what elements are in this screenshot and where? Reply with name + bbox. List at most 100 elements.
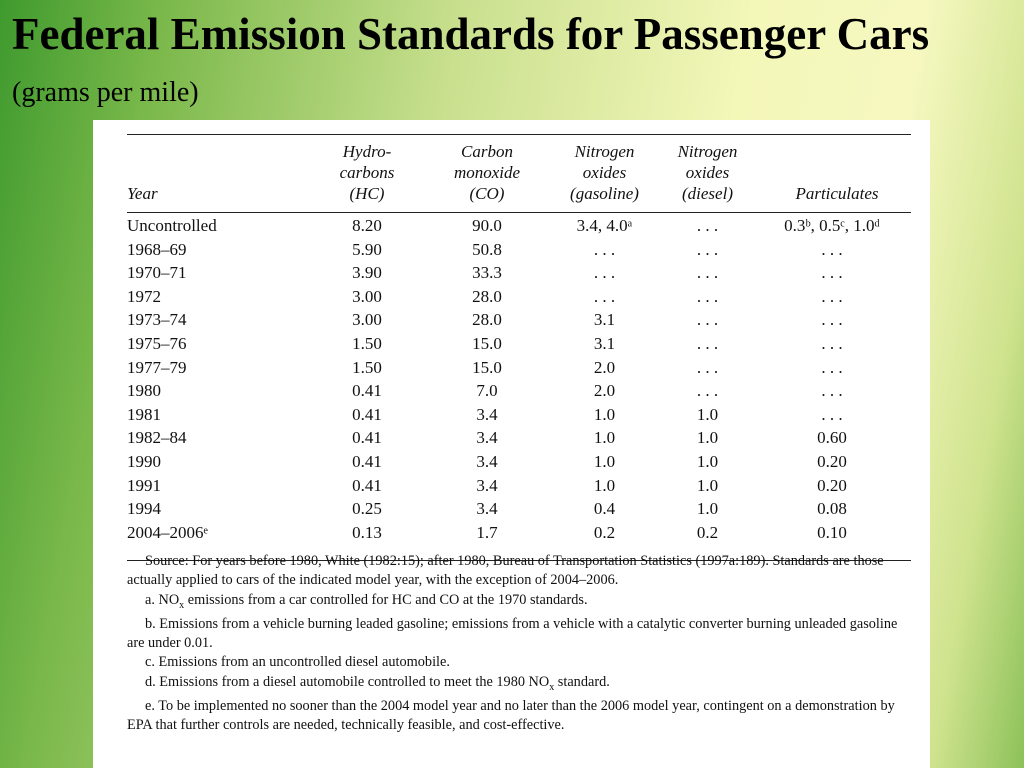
cell-nox-gasoline: 3.4, 4.0ᵃ (576, 216, 633, 235)
cell-year: 1973–74 (127, 310, 187, 330)
header-hc-line3: (HC) (349, 184, 385, 203)
table-row: 1977–79 1.50 15.0 2.0 . . . . . . (127, 356, 911, 380)
header-noxd-line2: oxides (685, 163, 730, 182)
cell-co: 90.0 (472, 216, 502, 235)
cell-particulates: . . . (821, 286, 843, 306)
cell-hc: 8.20 (352, 216, 382, 235)
cell-hc: 0.13 (352, 522, 382, 542)
cell-nox-gasoline: . . . (593, 286, 616, 306)
cell-hc: 3.00 (352, 310, 382, 330)
table-row: Uncontrolled 8.20 90.0 3.4, 4.0ᵃ . . . 0.3ᵇ, … (127, 214, 911, 238)
cell-particulates: . . . (821, 263, 843, 283)
cell-hc: 0.41 (352, 404, 382, 424)
cell-nox-diesel: . . . (696, 263, 719, 283)
cell-year: 1991 (127, 475, 161, 495)
table-notes: Source: For years before 1980, White (19… (127, 552, 913, 735)
table-header-rule (127, 212, 911, 213)
cell-nox-diesel: . . . (696, 239, 719, 259)
header-hc: Hydro- carbons (HC) (327, 141, 407, 204)
cell-co: 28.0 (472, 286, 502, 306)
cell-co: 3.4 (476, 475, 498, 495)
header-co-line1: Carbon (461, 142, 513, 161)
cell-particulates: 0.10 (817, 522, 847, 542)
header-noxg-line2: oxides (582, 163, 627, 182)
cell-nox-diesel: 1.0 (696, 475, 719, 495)
cell-nox-diesel: 1.0 (696, 428, 719, 448)
cell-nox-gasoline: 1.0 (593, 428, 616, 448)
table-top-rule (127, 134, 911, 135)
cell-nox-gasoline: 1.0 (593, 451, 616, 471)
table-bottom-rule (127, 560, 911, 561)
cell-hc: 0.25 (352, 499, 382, 519)
title-text: Federal Emission Standards for Passenger… (12, 9, 930, 59)
header-nox-gasoline: Nitrogen oxides (gasoline) (547, 141, 662, 204)
cell-hc: 1.50 (352, 357, 382, 377)
table-row: 1982–84 0.41 3.4 1.0 1.0 0.60 (127, 426, 911, 450)
cell-year: 1981 (127, 404, 161, 424)
cell-hc: 5.90 (352, 239, 382, 259)
table-row: 1973–74 3.00 28.0 3.1 . . . . . . (127, 308, 911, 332)
cell-year: 1972 (127, 286, 161, 306)
note-c: c. Emissions from an uncontrolled diesel… (145, 654, 450, 671)
header-noxg-line3: (gasoline) (570, 184, 639, 203)
cell-nox-diesel: . . . (696, 333, 719, 353)
table-row: 1994 0.25 3.4 0.4 1.0 0.08 (127, 497, 911, 521)
header-nox-diesel: Nitrogen oxides (diesel) (660, 141, 755, 204)
cell-nox-diesel: 0.2 (696, 522, 719, 542)
cell-particulates: 0.60 (817, 428, 847, 448)
cell-year: 2004–2006ᵉ (127, 522, 208, 542)
cell-nox-gasoline: 3.1 (593, 333, 616, 353)
cell-particulates: 0.20 (817, 475, 847, 495)
cell-co: 3.4 (476, 404, 498, 424)
cell-year: Uncontrolled (127, 216, 217, 235)
cell-nox-diesel: . . . (696, 310, 719, 330)
cell-year: 1982–84 (127, 428, 187, 448)
cell-co: 33.3 (472, 263, 502, 283)
table-row: 1975–76 1.50 15.0 3.1 . . . . . . (127, 332, 911, 356)
cell-co: 3.4 (476, 428, 498, 448)
cell-nox-gasoline: 0.4 (593, 499, 616, 519)
table-row: 1991 0.41 3.4 1.0 1.0 0.20 (127, 474, 911, 498)
table-row: 1981 0.41 3.4 1.0 1.0 . . . (127, 403, 911, 427)
cell-hc: 3.00 (352, 286, 382, 306)
cell-co: 15.0 (472, 357, 502, 377)
cell-year: 1994 (127, 499, 161, 519)
cell-co: 15.0 (472, 333, 502, 353)
cell-year: 1977–79 (127, 357, 187, 377)
cell-hc: 3.90 (352, 263, 382, 283)
cell-nox-diesel: . . . (696, 216, 719, 235)
note-e: e. To be implemented no sooner than the … (127, 697, 895, 734)
cell-nox-gasoline: 2.0 (593, 357, 616, 377)
table-body: Uncontrolled 8.20 90.0 3.4, 4.0ᵃ . . . 0.3ᵇ, … (127, 214, 911, 544)
header-co-line2: monoxide (453, 163, 521, 182)
scanned-table-image: Year Hydro- carbons (HC) Carbon monoxide… (93, 120, 930, 768)
cell-nox-gasoline: 3.1 (593, 310, 616, 330)
cell-hc: 0.41 (352, 451, 382, 471)
note-b: b. Emissions from a vehicle burning lead… (127, 615, 898, 652)
cell-particulates: . . . (821, 310, 843, 330)
cell-particulates: . . . (821, 357, 843, 377)
slide-title: Federal Emission Standards for Passenger… (12, 8, 1012, 119)
header-hc-line2: carbons (339, 163, 395, 182)
cell-particulates: . . . (821, 404, 843, 424)
cell-hc: 0.41 (352, 475, 382, 495)
cell-co: 28.0 (472, 310, 502, 330)
table-row: 1980 0.41 7.0 2.0 . . . . . . (127, 379, 911, 403)
cell-particulates: 0.08 (817, 499, 847, 519)
header-particulates: Particulates (795, 184, 879, 203)
cell-nox-diesel: 1.0 (696, 451, 719, 471)
cell-hc: 1.50 (352, 333, 382, 353)
cell-co: 3.4 (476, 451, 498, 471)
cell-hc: 0.41 (352, 428, 382, 448)
cell-year: 1975–76 (127, 333, 187, 353)
table-row: 1972 3.00 28.0 . . . . . . . . . (127, 285, 911, 309)
cell-particulates: . . . (821, 381, 843, 401)
cell-year: 1968–69 (127, 239, 187, 259)
note-d: d. Emissions from a diesel automobile co… (145, 673, 610, 693)
cell-particulates: 0.3ᵇ, 0.5ᶜ, 1.0ᵈ (784, 216, 880, 235)
table-row: 1970–71 3.90 33.3 . . . . . . . . . (127, 261, 911, 285)
cell-year: 1980 (127, 381, 161, 401)
cell-co: 50.8 (472, 239, 502, 259)
header-noxg-line1: Nitrogen (574, 142, 635, 161)
header-noxd-line3: (diesel) (682, 184, 733, 203)
